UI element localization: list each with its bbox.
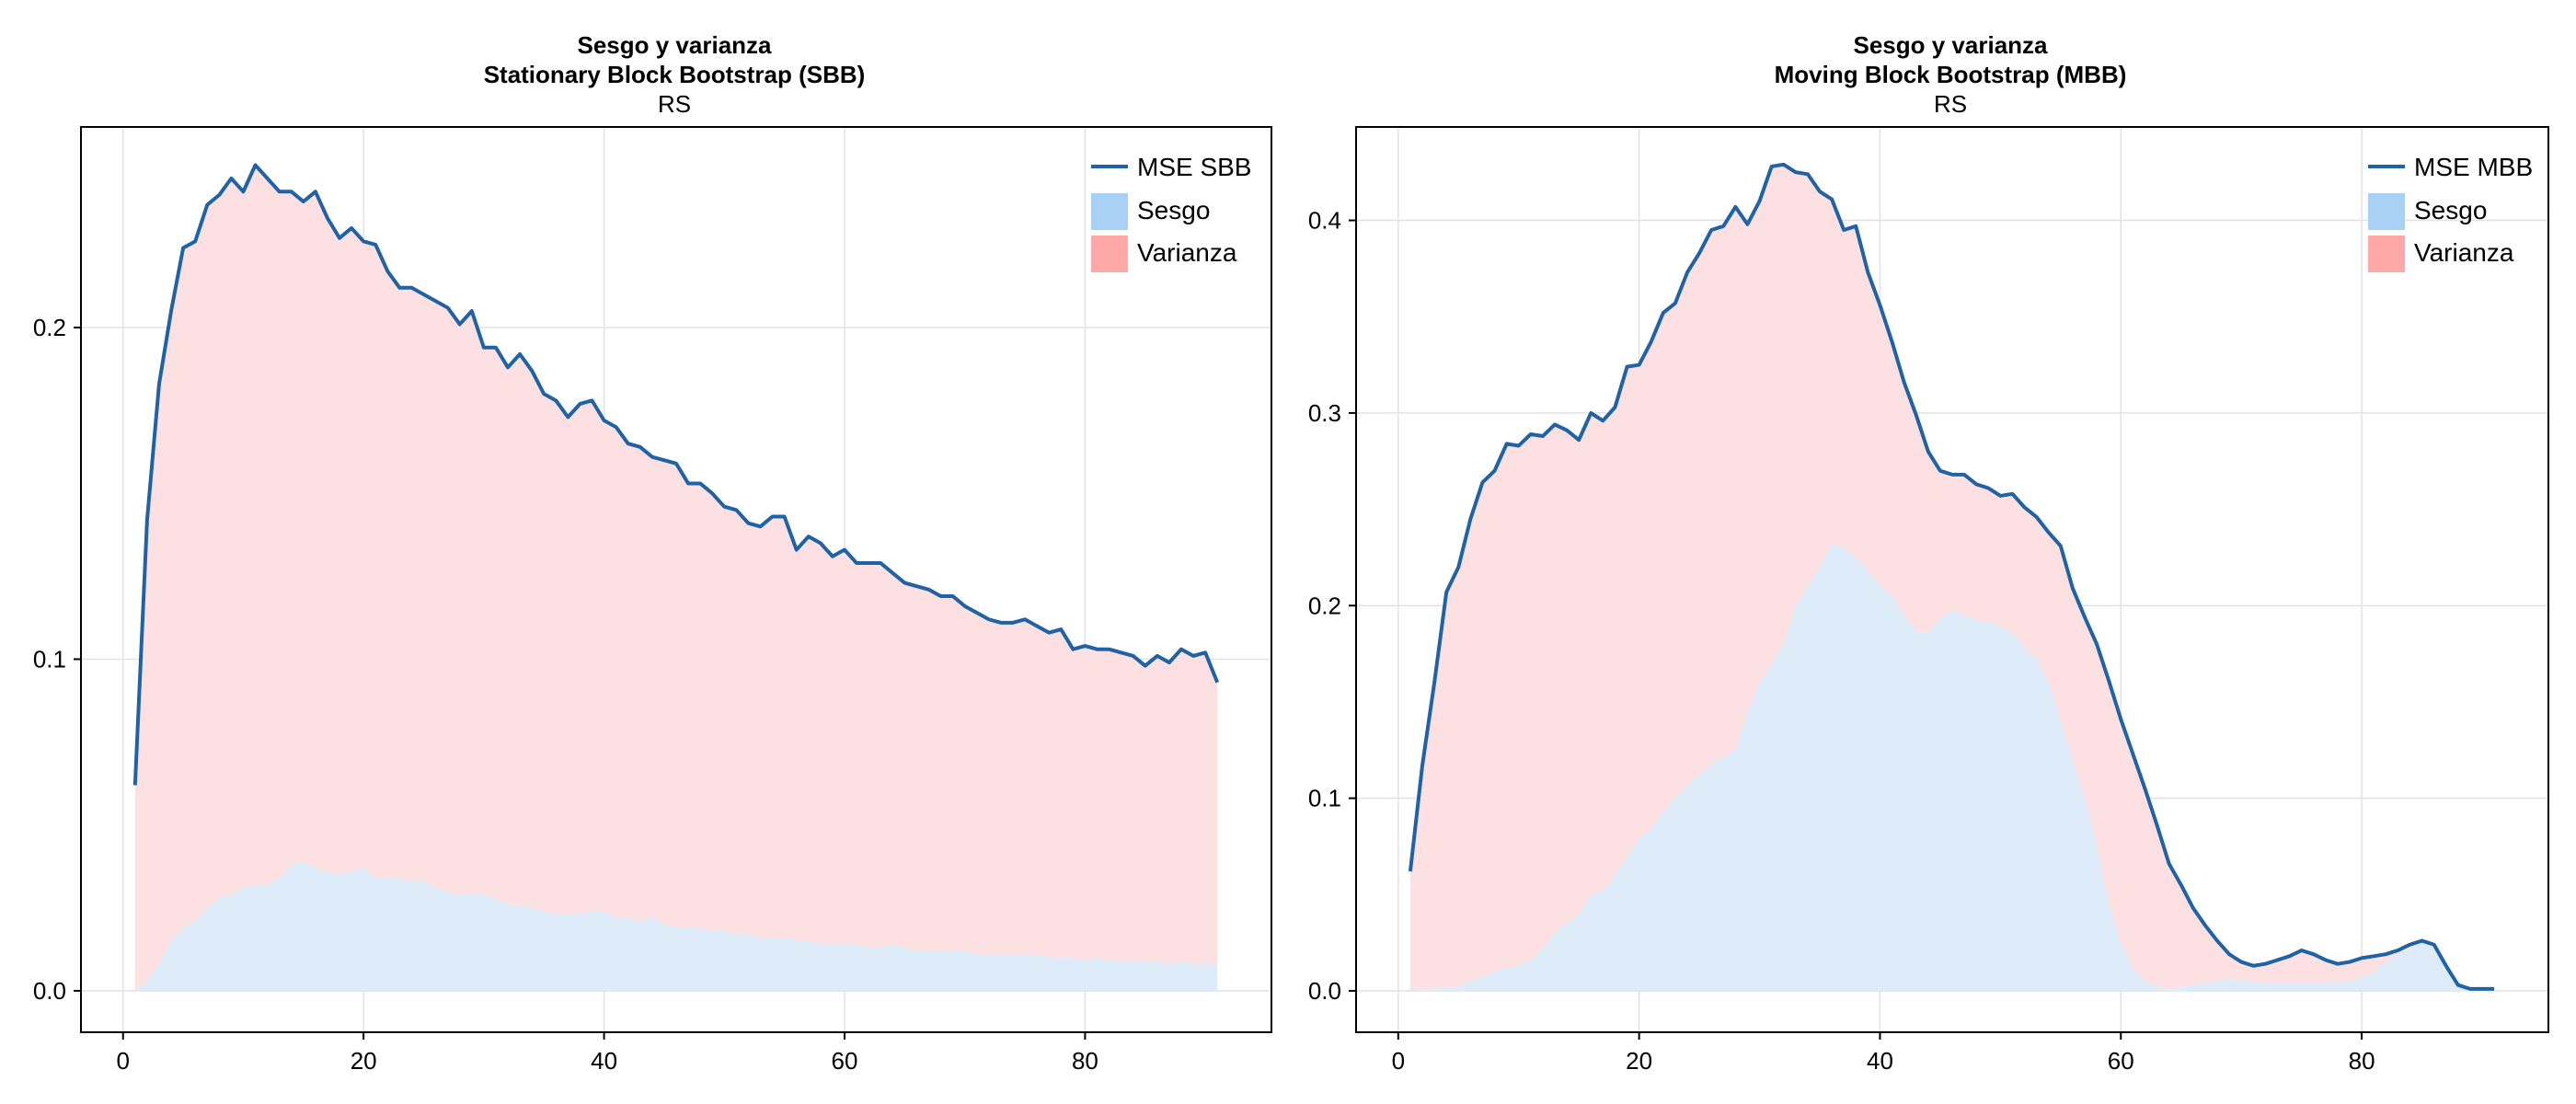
mse-line	[1408, 162, 2495, 991]
line-layer	[1408, 162, 2495, 991]
y-tick-label: 0.3	[1308, 399, 1341, 427]
sesgo-area	[1409, 544, 2495, 991]
x-tick-label: 40	[591, 1047, 617, 1075]
y-tick-label: 0.0	[1308, 977, 1341, 1005]
legend-label-mse: MSE SBB	[1137, 153, 1251, 181]
y-tick-label: 0.4	[1308, 207, 1341, 235]
legend-swatch-varianza	[1091, 236, 1128, 272]
legend-label-varianza: Varianza	[1137, 238, 1237, 267]
x-tick-label: 0	[117, 1047, 130, 1075]
x-tick-label: 40	[1867, 1047, 1893, 1075]
chart-panel-sbb: Sesgo y varianza Stationary Block Bootst…	[33, 31, 1272, 1075]
legend-swatch-sesgo	[2368, 193, 2405, 230]
sesgo-area	[134, 861, 1218, 991]
legend: MSE MBB Sesgo Varianza	[2368, 153, 2533, 272]
legend-label-mse: MSE MBB	[2414, 153, 2533, 181]
area-layer	[134, 165, 1218, 991]
varianza-area	[134, 165, 1218, 991]
chart-subtitle: Moving Block Bootstrap (MBB)	[1775, 61, 2127, 88]
legend-label-varianza: Varianza	[2414, 238, 2514, 267]
x-tick-label: 60	[2108, 1047, 2134, 1075]
chart-title: Sesgo y varianza	[578, 31, 773, 59]
legend-swatch-varianza	[2368, 236, 2405, 272]
y-tick-label: 0.2	[33, 314, 66, 341]
axis-ticks: 0 20 40 60 80 0.0 0.1 0.2 0.3 0.4	[1308, 207, 2375, 1075]
legend-swatch-sesgo	[1091, 193, 1128, 230]
chart-panel-mbb: Sesgo y varianza Moving Block Bootstrap …	[1308, 31, 2549, 1075]
x-tick-label: 80	[1072, 1047, 1098, 1075]
y-tick-label: 0.1	[1308, 785, 1341, 812]
y-tick-label: 0.0	[33, 977, 66, 1005]
chart-caption: RS	[1934, 90, 1967, 118]
plot-frame	[80, 126, 1272, 1033]
x-tick-label: 0	[1392, 1047, 1405, 1075]
x-tick-label: 20	[351, 1047, 377, 1075]
mse-line	[132, 163, 1220, 786]
line-layer	[132, 163, 1220, 786]
axis-ticks: 0 20 40 60 80 0.0 0.1 0.2	[33, 314, 1098, 1075]
plot-frame	[1355, 126, 2549, 1033]
y-tick-label: 0.2	[1308, 592, 1341, 619]
x-tick-label: 60	[832, 1047, 858, 1075]
legend: MSE SBB Sesgo Varianza	[1091, 153, 1251, 272]
y-tick-label: 0.1	[33, 646, 66, 673]
chart-caption: RS	[658, 90, 691, 118]
x-tick-label: 20	[1626, 1047, 1652, 1075]
chart-title: Sesgo y varianza	[1854, 31, 2049, 59]
chart-subtitle: Stationary Block Bootstrap (SBB)	[484, 61, 866, 88]
varianza-area	[1409, 164, 2495, 991]
area-layer	[1409, 164, 2495, 991]
legend-label-sesgo: Sesgo	[2414, 196, 2487, 224]
x-tick-label: 80	[2349, 1047, 2375, 1075]
legend-label-sesgo: Sesgo	[1137, 196, 1210, 224]
